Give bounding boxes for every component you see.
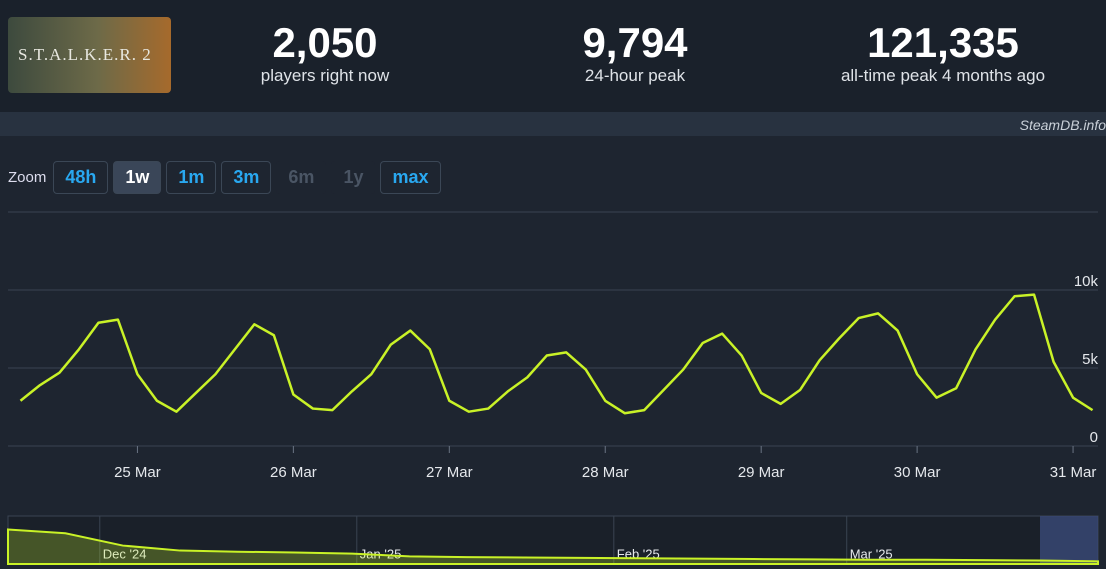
- zoom-button[interactable]: 48h: [53, 161, 109, 194]
- navigator-area: [7, 528, 1099, 565]
- x-tick-label: 26 Mar: [270, 464, 317, 481]
- navigator-window[interactable]: [1040, 516, 1098, 564]
- band: [0, 112, 1106, 136]
- stat: 2,050 players right now: [175, 20, 475, 86]
- zoom-button[interactable]: 1m: [166, 161, 217, 194]
- stat-value: 9,794: [582, 19, 688, 66]
- x-tick-label: 30 Mar: [894, 464, 941, 481]
- zoom-button: 1y: [331, 161, 376, 194]
- zoom-label: Zoom: [8, 169, 47, 186]
- zoom-button[interactable]: max: [380, 161, 441, 194]
- y-tick-label: 10k: [1074, 273, 1099, 290]
- watermark: SteamDB.info: [1019, 117, 1106, 133]
- zoom-button[interactable]: 3m: [221, 161, 272, 194]
- game-logo: S.T.A.L.K.E.R. 2: [8, 17, 171, 93]
- stat-value: 121,335: [867, 19, 1019, 66]
- stat-label: 24-hour peak: [584, 66, 686, 85]
- navigator-label: Jan '25: [360, 546, 402, 561]
- stat-label: players right now: [260, 66, 390, 85]
- stat: 9,794 24-hour peak: [485, 20, 785, 86]
- y-tick-label: 5k: [1082, 351, 1098, 368]
- x-tick-label: 27 Mar: [426, 464, 473, 481]
- x-tick-label: 29 Mar: [738, 464, 785, 481]
- navigator-label: Dec '24: [103, 546, 147, 561]
- zoom-bar: Zoom 48h 1w 1m 3m 6m 1y max: [8, 161, 441, 194]
- x-tick-label: 28 Mar: [582, 464, 629, 481]
- header: S.T.A.L.K.E.R. 2 2,050 players right now …: [0, 0, 1106, 112]
- y-tick-label: 0: [1090, 429, 1098, 446]
- stat-value: 2,050: [272, 19, 378, 66]
- series-line: [19, 293, 1094, 415]
- x-tick-label: 25 Mar: [114, 464, 161, 481]
- stat-label: all-time peak 4 months ago: [840, 66, 1046, 85]
- navigator-label: Mar '25: [850, 546, 893, 561]
- x-tick-label: 31 Mar: [1050, 464, 1097, 481]
- stat: 121,335 all-time peak 4 months ago: [793, 20, 1093, 86]
- zoom-button: 6m: [276, 161, 327, 194]
- zoom-button[interactable]: 1w: [113, 161, 162, 194]
